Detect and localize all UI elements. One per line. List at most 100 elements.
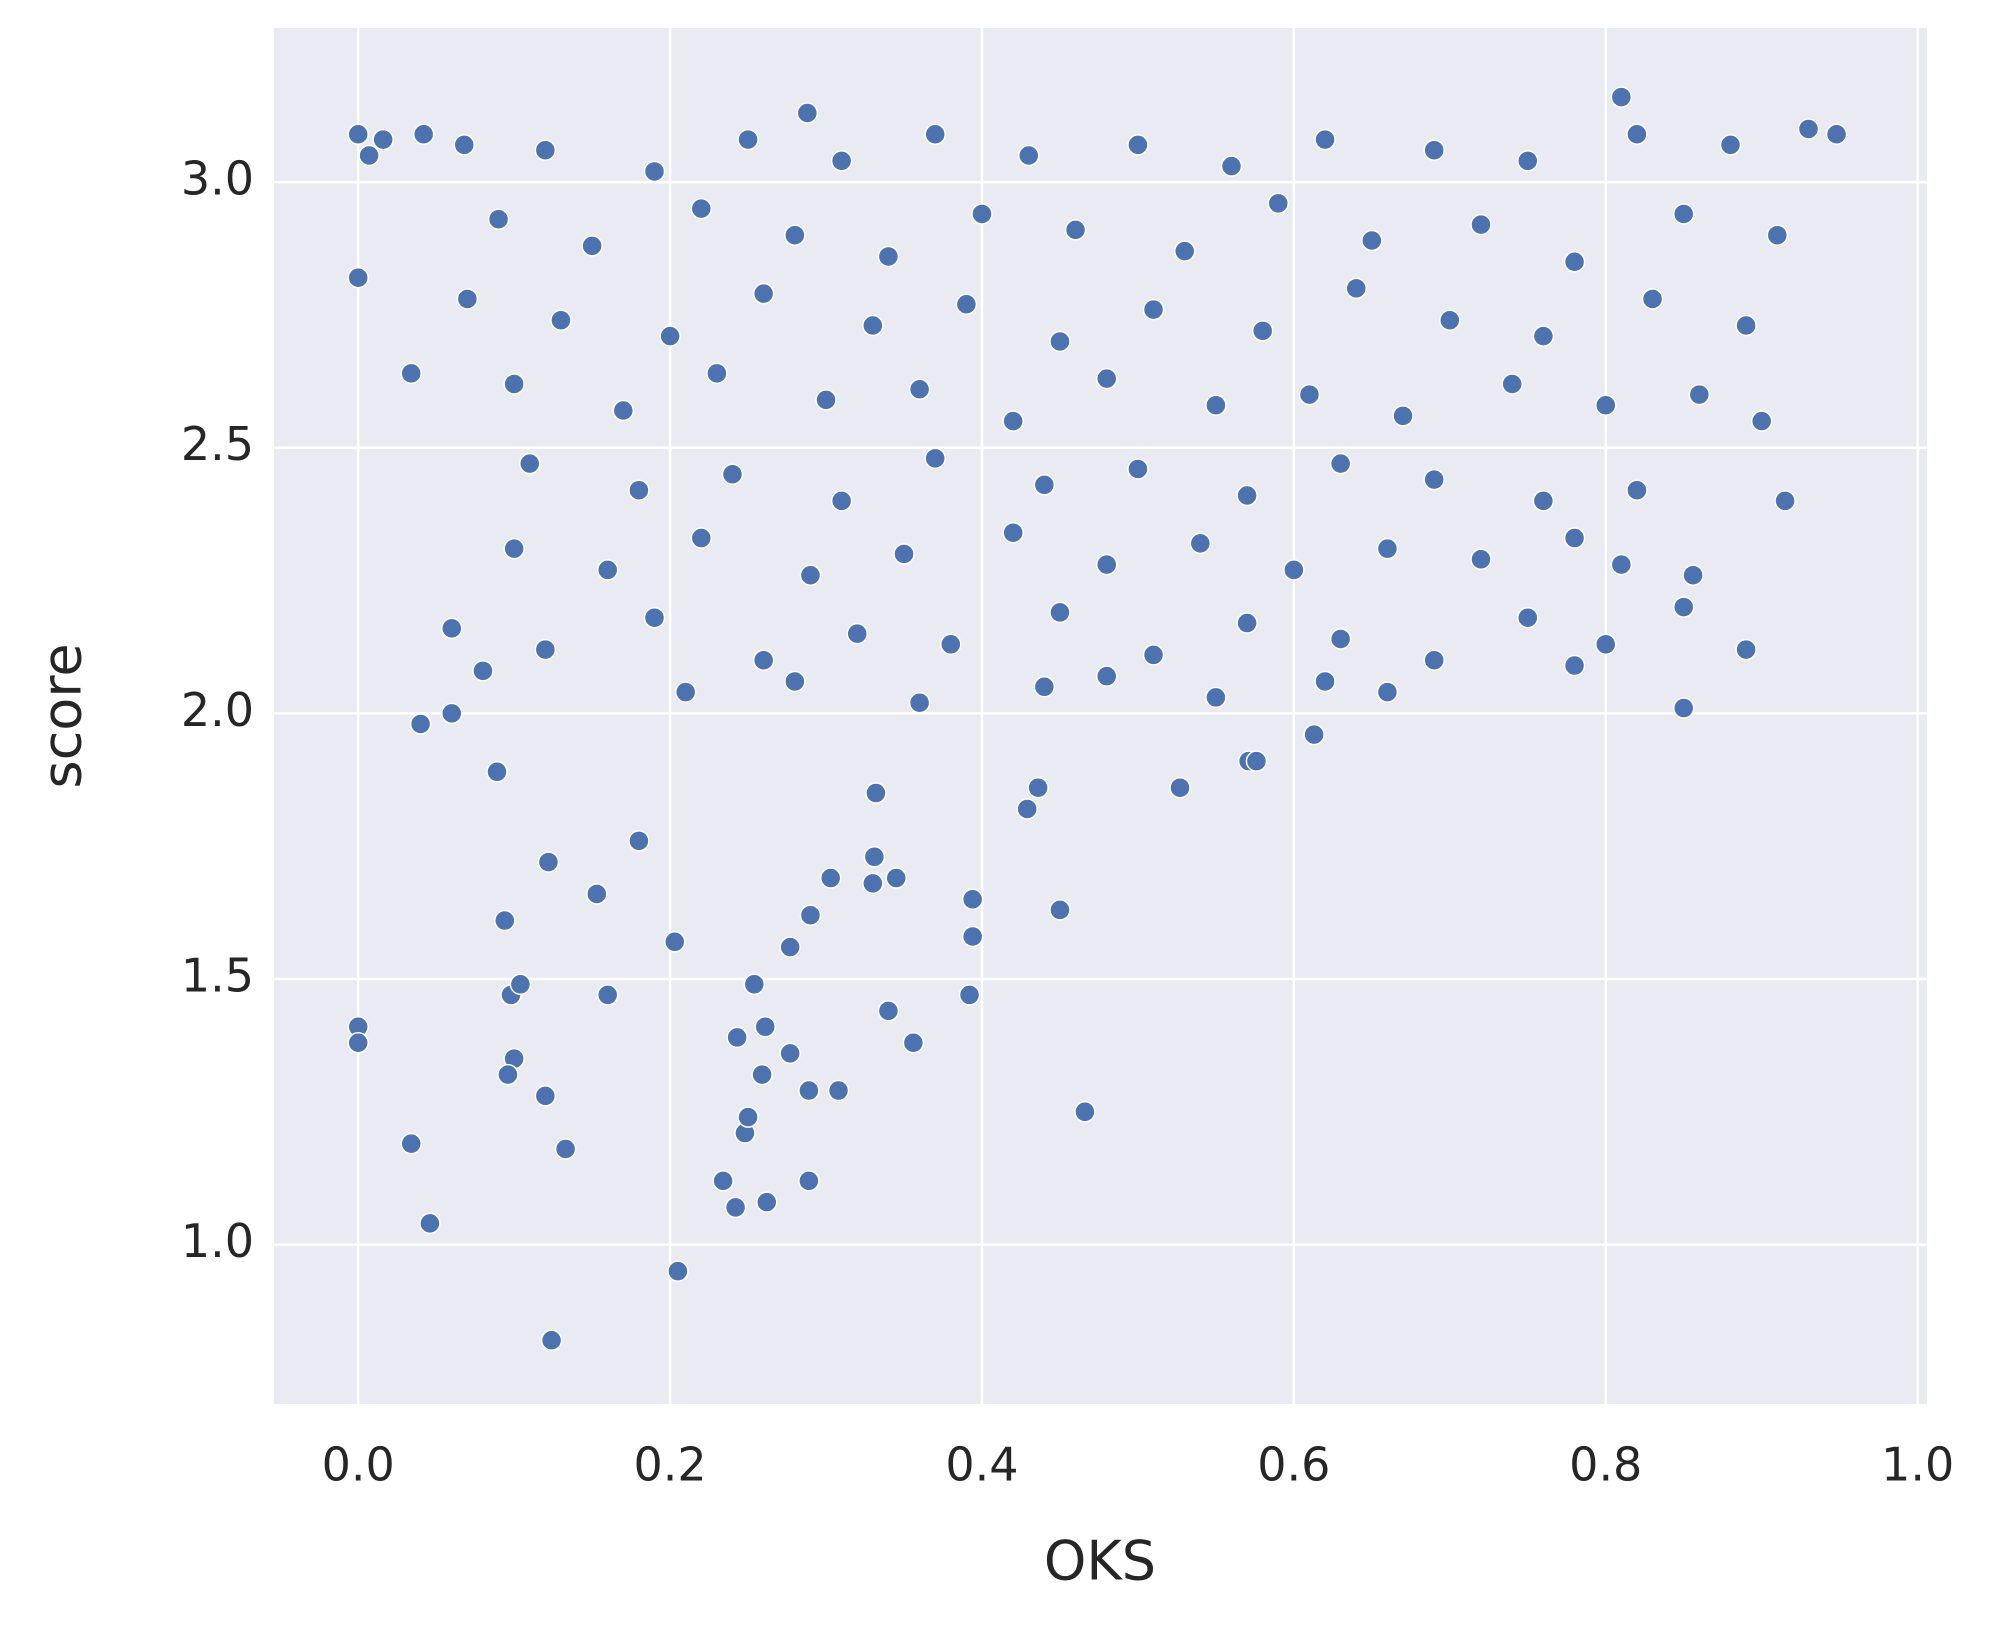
point: [1470, 548, 1492, 571]
point: [862, 872, 884, 895]
point: [1750, 410, 1773, 432]
point: [877, 245, 900, 268]
point: [503, 373, 525, 395]
point: [1595, 633, 1617, 656]
point: [534, 638, 557, 661]
point: [1049, 601, 1071, 624]
point: [1719, 134, 1742, 156]
point: [1610, 86, 1633, 108]
point: [487, 208, 510, 231]
point: [664, 931, 686, 953]
point: [1173, 240, 1196, 262]
point: [724, 1196, 747, 1219]
point: [1142, 644, 1165, 666]
point: [862, 314, 884, 337]
point: [902, 1031, 925, 1054]
point: [830, 150, 853, 172]
point: [940, 633, 962, 656]
point: [1439, 309, 1461, 331]
point: [453, 134, 476, 156]
point: [1423, 139, 1445, 161]
point: [643, 160, 666, 183]
point: [441, 702, 463, 725]
point: [674, 681, 697, 703]
point: [1314, 128, 1336, 151]
point: [347, 123, 369, 146]
plot-area: [274, 28, 1927, 1404]
point: [1774, 490, 1796, 512]
point: [958, 984, 981, 1006]
point: [628, 479, 650, 501]
point: [509, 973, 532, 996]
point: [1095, 367, 1118, 390]
point: [1189, 532, 1212, 555]
point: [712, 1170, 734, 1192]
point: [924, 447, 946, 470]
point: [1532, 325, 1555, 347]
y-tick-label: 1.5: [181, 948, 254, 1002]
point: [1074, 1101, 1096, 1123]
point: [1251, 320, 1274, 342]
point: [1766, 224, 1789, 246]
point: [1682, 564, 1704, 586]
point: [1095, 553, 1118, 576]
point: [503, 537, 525, 560]
y-tick-label: 1.0: [181, 1214, 254, 1268]
point: [1142, 298, 1165, 321]
point: [1563, 527, 1586, 549]
point: [1127, 458, 1149, 480]
point: [667, 1260, 689, 1282]
point: [1049, 330, 1071, 353]
point: [486, 761, 508, 783]
point: [784, 670, 806, 693]
point: [1033, 474, 1056, 496]
point: [347, 1031, 369, 1054]
point: [409, 713, 432, 735]
point: [893, 543, 915, 565]
point: [743, 973, 766, 996]
point: [1236, 484, 1258, 507]
point: [830, 490, 853, 512]
point: [961, 925, 984, 948]
point: [494, 909, 516, 932]
point: [412, 123, 435, 146]
point: [1423, 468, 1445, 491]
point: [1626, 479, 1648, 501]
point: [955, 293, 978, 316]
point: [554, 1138, 577, 1160]
point: [581, 235, 603, 257]
point: [819, 867, 842, 889]
point: [799, 904, 822, 926]
point: [690, 197, 713, 220]
point: [1016, 798, 1038, 820]
point: [737, 128, 759, 151]
point: [1532, 490, 1555, 512]
point: [1672, 203, 1695, 225]
point: [1517, 150, 1539, 172]
point: [796, 102, 819, 124]
point: [1095, 665, 1118, 687]
point: [1470, 213, 1492, 236]
point: [400, 1132, 422, 1155]
point: [779, 936, 801, 958]
point: [659, 325, 681, 347]
point: [779, 1042, 801, 1065]
point: [1563, 654, 1586, 677]
point: [1205, 394, 1227, 416]
point: [1245, 750, 1268, 772]
point: [846, 622, 868, 645]
point: [1314, 670, 1336, 693]
point: [1735, 314, 1757, 337]
point: [863, 846, 886, 868]
point: [1392, 405, 1414, 427]
point: [971, 203, 993, 225]
point: [643, 606, 666, 629]
point: [1595, 394, 1617, 416]
x-tick-label: 0.2: [634, 1438, 707, 1492]
point: [1423, 649, 1445, 671]
point: [347, 266, 369, 289]
point: [441, 617, 463, 640]
point: [908, 378, 931, 401]
point: [400, 362, 422, 385]
